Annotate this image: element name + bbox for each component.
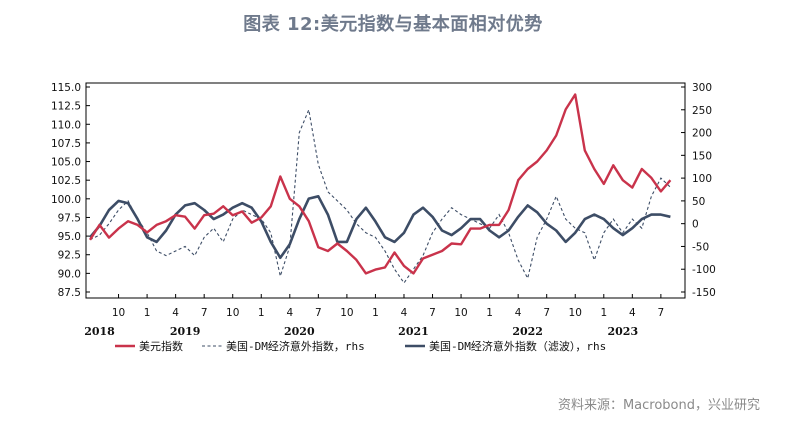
left-axis-tick-label: 115.0 (51, 82, 81, 94)
legend-label-0: 美元指数 (139, 339, 183, 353)
left-axis-tick-label: 105.0 (51, 157, 81, 169)
series-line-1 (89, 107, 671, 284)
left-axis-tick-label: 110.0 (51, 119, 81, 131)
x-axis-tick-label: 4 (286, 307, 293, 319)
x-axis-tick-label: 1 (600, 307, 607, 319)
right-axis-tick-label: 100 (692, 173, 712, 185)
x-axis-tick-label: 4 (515, 307, 522, 319)
x-axis-year-label: 2019 (170, 325, 201, 338)
series-line-0 (88, 93, 672, 275)
left-axis-tick-label: 97.5 (58, 212, 81, 224)
x-axis-tick-label: 7 (543, 307, 550, 319)
left-axis-tick-label: 100.0 (51, 194, 81, 206)
right-axis-tick-label: 50 (692, 196, 705, 208)
x-axis-tick-label: 4 (172, 307, 179, 319)
right-axis-tick-label: 200 (692, 128, 712, 140)
left-axis-tick-label: 102.5 (51, 175, 81, 187)
left-axis-tick-label: 87.5 (58, 287, 81, 299)
x-axis-tick-label: 1 (144, 307, 151, 319)
series-line-2 (89, 195, 671, 260)
x-axis-tick-label: 10 (340, 307, 353, 319)
x-axis-year-label: 2018 (84, 325, 115, 338)
left-axis-tick-label: 107.5 (51, 138, 81, 150)
x-axis-tick-label: 4 (629, 307, 636, 319)
right-axis-tick-label: -150 (692, 287, 716, 299)
x-axis-tick-label: 7 (201, 307, 208, 319)
left-axis-tick-label: 112.5 (51, 101, 81, 113)
x-axis-tick-label: 10 (569, 307, 582, 319)
left-axis-tick-label: 95.0 (58, 231, 81, 243)
x-axis-tick-label: 7 (429, 307, 436, 319)
right-axis-tick-label: 250 (692, 105, 712, 117)
legend-label-2: 美国-DM经济意外指数（滤波），rhs (429, 339, 606, 353)
x-axis-year-label: 2022 (512, 325, 543, 338)
x-axis-tick-label: 4 (401, 307, 408, 319)
x-axis-year-label: 2020 (284, 325, 315, 338)
x-axis-tick-label: 7 (315, 307, 322, 319)
x-axis-tick-label: 10 (112, 307, 125, 319)
chart-title: 图表 12:美元指数与基本面相对优势 (243, 14, 543, 35)
right-axis-tick-label: -100 (692, 264, 716, 276)
legend-label-1: 美国-DM经济意外指数，rhs (226, 339, 365, 353)
plot-frame (85, 82, 686, 299)
x-axis-year-label: 2021 (398, 325, 429, 338)
right-axis-tick-label: 150 (692, 150, 712, 162)
right-axis-tick-label: -50 (692, 241, 709, 253)
x-axis-tick-label: 10 (454, 307, 467, 319)
x-axis-tick-label: 10 (226, 307, 239, 319)
left-axis-tick-label: 90.0 (58, 268, 81, 280)
x-axis-tick-label: 7 (658, 307, 665, 319)
x-axis-tick-label: 1 (372, 307, 379, 319)
left-axis-tick-label: 92.5 (58, 250, 81, 262)
right-axis-tick-label: 0 (692, 219, 699, 231)
x-axis-tick-label: 1 (258, 307, 265, 319)
right-axis-tick-label: 300 (692, 82, 712, 94)
source-note: 资料来源：Macrobond，兴业研究 (557, 398, 760, 413)
x-axis-year-label: 2023 (608, 325, 639, 338)
x-axis-tick-label: 1 (486, 307, 493, 319)
